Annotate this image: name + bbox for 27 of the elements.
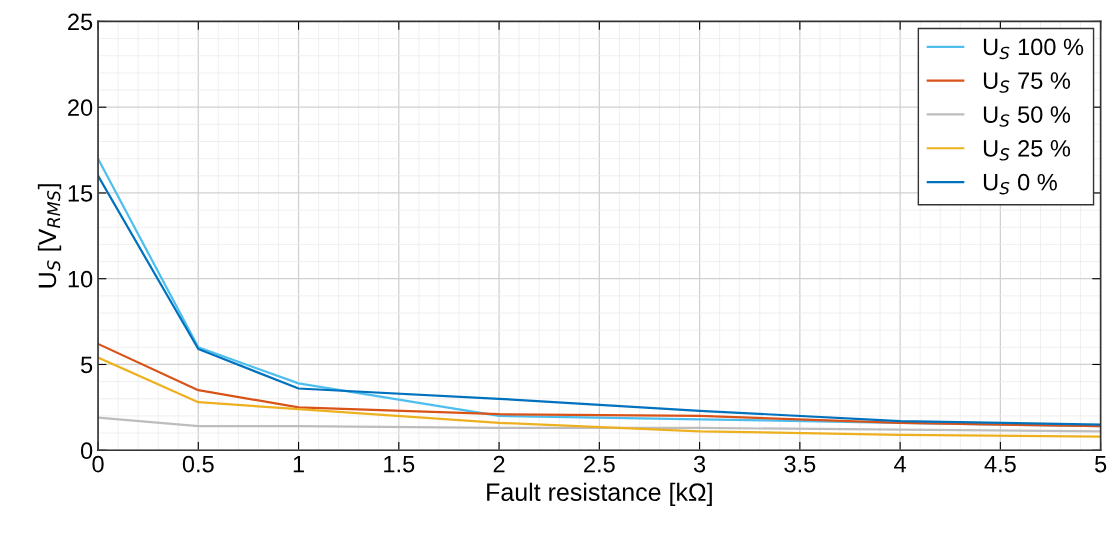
legend-label: U$_{S}$ 100 % <box>983 38 1084 60</box>
legend-label: U$_{S}$ 75 % <box>983 72 1071 93</box>
x-tick-label: 4 <box>894 455 906 473</box>
x-tick-label: 3.5 <box>784 455 816 473</box>
x-tick-label: 4.5 <box>984 455 1016 473</box>
legend-label: U$_{S}$ 25 % <box>983 140 1071 161</box>
x-tick-label: 1.5 <box>384 455 415 473</box>
y-tick-label: 10 <box>68 270 93 288</box>
x-tick-label: 2 <box>493 455 505 473</box>
line-series <box>98 356 1101 438</box>
y-tick-label: 5 <box>80 356 93 374</box>
legend-label: U$_{S}$ 0 % <box>983 173 1057 195</box>
x-axis-title: Fault resistance [kΩ] <box>487 482 712 506</box>
legend-label: U$_{S}$ 50 % <box>983 106 1071 127</box>
y-tick-label: 0 <box>80 442 93 460</box>
y-tick-label: 20 <box>68 99 93 116</box>
y-tick-label: 25 <box>68 13 93 31</box>
x-tick-label: 0 <box>92 455 104 473</box>
x-tick-label: 3 <box>693 455 706 473</box>
x-tick-label: 1 <box>293 455 304 473</box>
line-series <box>98 342 1101 428</box>
x-tick-label: 2.5 <box>584 455 615 473</box>
y-tick-label: 15 <box>68 185 93 202</box>
x-tick-label: 5 <box>1095 455 1107 473</box>
y-axis-title: U$_{S}$ [V$_{RMS}$] <box>37 184 62 288</box>
x-tick-label: 0.5 <box>182 455 214 473</box>
line-series <box>98 416 1101 433</box>
